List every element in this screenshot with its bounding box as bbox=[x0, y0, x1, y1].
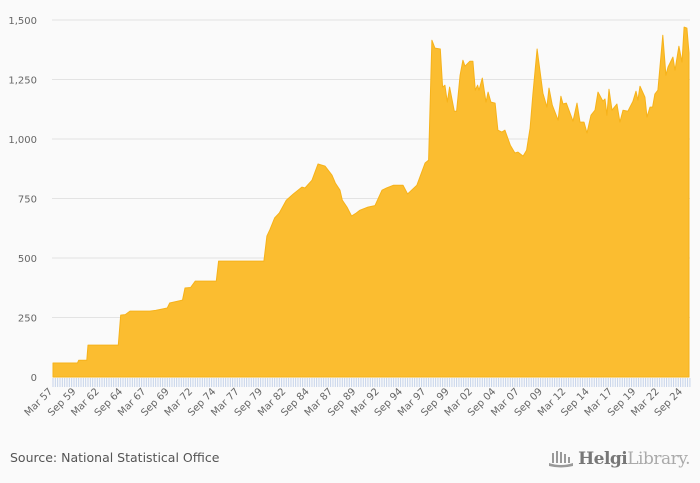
y-axis-labels: 0 250 500 750 1,000 1,250 1,500 bbox=[8, 16, 37, 384]
area-series-path bbox=[52, 26, 690, 378]
y-tick-label: 1,500 bbox=[8, 16, 37, 27]
helgi-library-logo[interactable]: Helgi Library. bbox=[548, 449, 690, 469]
y-tick-label: 1,000 bbox=[8, 135, 37, 146]
y-tick-label: 1,250 bbox=[8, 76, 37, 87]
y-tick-label: 500 bbox=[18, 254, 37, 265]
library-logo-icon bbox=[549, 451, 574, 468]
series-area bbox=[52, 26, 690, 378]
x-axis-quarter-ticks bbox=[52, 378, 691, 387]
logo-text-light: Library. bbox=[627, 449, 690, 469]
y-tick-label: 750 bbox=[18, 195, 37, 206]
y-tick-label: 0 bbox=[31, 373, 37, 384]
source-note: Source: National Statistical Office bbox=[10, 450, 220, 465]
y-tick-label: 250 bbox=[18, 314, 37, 325]
logo-text-bold: Helgi bbox=[578, 449, 628, 469]
